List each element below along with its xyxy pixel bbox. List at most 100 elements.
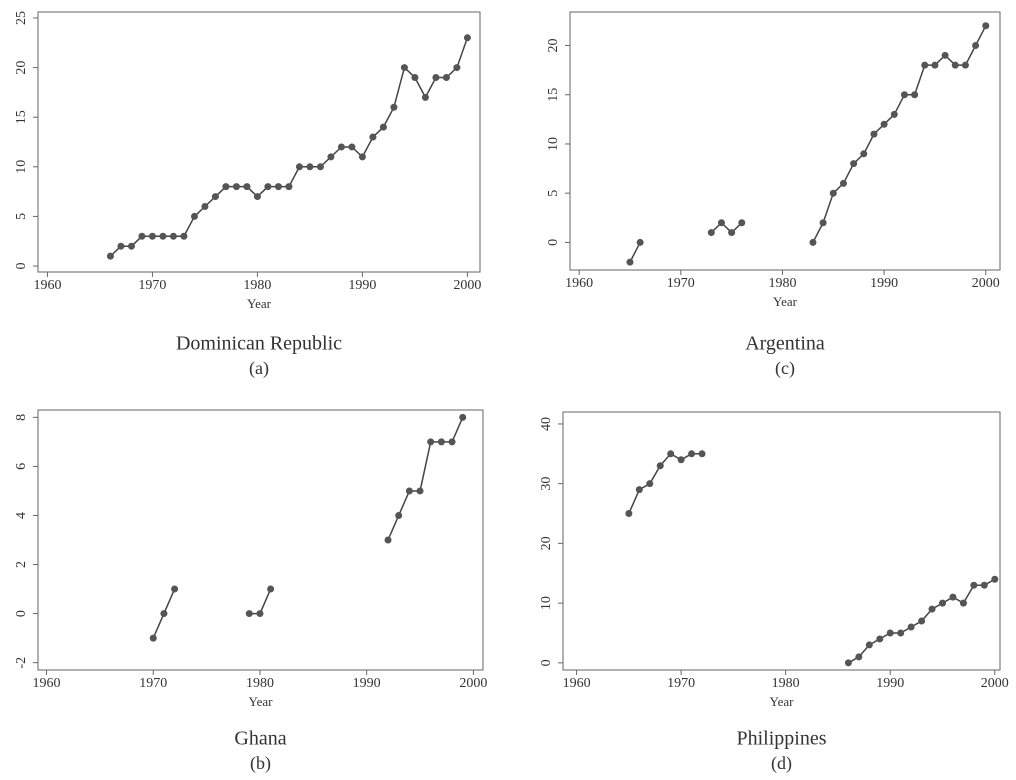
data-point (190, 212, 198, 220)
x-tick-label: 1970 (667, 276, 695, 291)
data-point (970, 581, 978, 589)
data-point (211, 193, 219, 201)
data-point (897, 629, 905, 637)
data-point (400, 64, 408, 72)
panel-title: Argentina (745, 333, 825, 355)
data-point (819, 219, 827, 227)
x-axis-label: Year (247, 296, 272, 311)
panel-label: (c) (775, 358, 795, 379)
y-tick-label: 15 (14, 110, 29, 124)
data-point (306, 163, 314, 171)
data-point (285, 183, 293, 191)
data-point (442, 73, 450, 81)
data-point (698, 450, 706, 458)
y-tick-label: 6 (14, 463, 29, 470)
data-point (738, 219, 746, 227)
data-point (991, 575, 999, 583)
panel-title: Ghana (234, 728, 286, 750)
data-point (427, 438, 435, 446)
data-point (159, 232, 167, 240)
y-tick-label: 20 (14, 61, 29, 75)
data-point (635, 486, 643, 494)
data-point (931, 61, 939, 69)
data-point (625, 510, 633, 518)
data-point (384, 536, 392, 544)
plot-frame (37, 11, 481, 273)
data-point (860, 150, 868, 158)
series-line (152, 417, 464, 639)
data-point (918, 617, 926, 625)
x-axis-label: Year (249, 694, 274, 709)
y-tick-label: 4 (14, 512, 29, 519)
x-axis-label: Year (770, 694, 795, 709)
x-tick-label: 1960 (33, 278, 61, 293)
data-point (980, 581, 988, 589)
data-point (656, 462, 664, 470)
series-line (629, 25, 987, 263)
data-point (865, 641, 873, 649)
data-point (405, 487, 413, 495)
x-tick-label: 1960 (563, 676, 591, 691)
y-tick-label: -2 (14, 657, 29, 669)
y-tick-label: 20 (539, 536, 554, 550)
data-point (982, 22, 990, 30)
data-point (169, 232, 177, 240)
data-point (256, 610, 264, 618)
x-tick-label: 2000 (972, 276, 1000, 291)
data-point (717, 219, 725, 227)
data-point (232, 183, 240, 191)
data-point (886, 629, 894, 637)
data-point (160, 610, 168, 618)
data-point (421, 93, 429, 101)
data-point (459, 413, 467, 421)
y-tick-label: 0 (546, 239, 561, 246)
data-point (876, 635, 884, 643)
panel-title: Philippines (736, 728, 826, 750)
data-point (295, 163, 303, 171)
data-point (855, 653, 863, 661)
y-tick-label: 0 (539, 659, 554, 666)
data-point (939, 599, 946, 607)
x-tick-label: 1990 (870, 276, 898, 291)
data-point (949, 593, 957, 601)
y-tick-label: 15 (546, 88, 561, 102)
y-tick-label: 20 (546, 38, 561, 52)
data-point (911, 91, 919, 99)
data-point (127, 242, 135, 250)
data-point (395, 511, 403, 519)
data-point (646, 480, 654, 488)
data-point (138, 232, 146, 240)
panel-label: (d) (771, 753, 792, 774)
data-point (829, 189, 837, 197)
y-tick-label: 10 (14, 160, 29, 174)
x-tick-label: 1980 (768, 276, 796, 291)
data-point (379, 123, 387, 131)
data-point (222, 183, 230, 191)
data-point (928, 605, 936, 613)
data-point (880, 120, 888, 128)
plot-frame (562, 411, 1001, 671)
y-tick-label: 40 (539, 417, 554, 431)
x-tick-label: 1990 (353, 676, 381, 691)
data-point (951, 61, 959, 69)
data-point (453, 64, 461, 72)
data-point (416, 487, 424, 495)
data-point (432, 73, 440, 81)
data-point (961, 61, 969, 69)
data-point (274, 183, 282, 191)
y-tick-label: 10 (539, 596, 554, 610)
data-point (900, 91, 908, 99)
x-tick-label: 1970 (138, 278, 166, 293)
data-point (243, 183, 251, 191)
data-point (106, 252, 114, 260)
series-line (109, 37, 469, 257)
data-point (337, 143, 345, 151)
data-point (941, 51, 949, 59)
data-point (253, 193, 261, 201)
data-point (463, 34, 471, 42)
data-point (688, 450, 696, 458)
x-tick-label: 1960 (565, 276, 593, 291)
x-tick-label: 2000 (459, 676, 487, 691)
data-point (148, 232, 156, 240)
